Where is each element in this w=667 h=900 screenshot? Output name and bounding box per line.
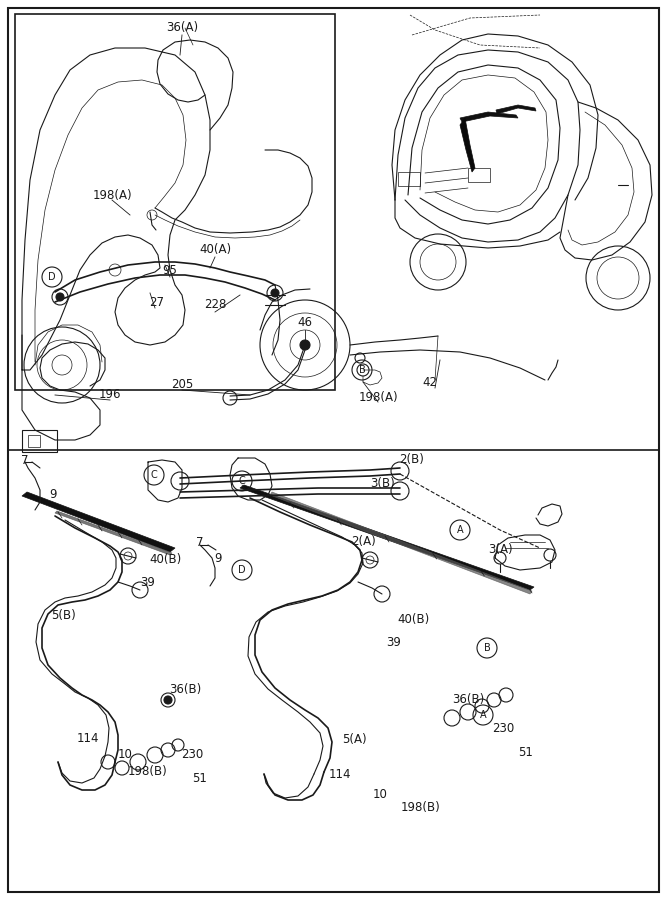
Bar — [22, 430, 57, 452]
Text: A: A — [457, 525, 464, 535]
Text: D: D — [48, 272, 56, 282]
Text: A: A — [480, 710, 486, 720]
Text: 196: 196 — [99, 389, 121, 401]
Text: 10: 10 — [373, 788, 388, 802]
Bar — [28, 435, 40, 447]
Text: 36(B): 36(B) — [452, 694, 484, 706]
Polygon shape — [270, 492, 532, 594]
Text: 5(A): 5(A) — [342, 734, 366, 746]
Bar — [398, 172, 420, 186]
Text: 27: 27 — [149, 295, 165, 309]
Text: 198(A): 198(A) — [92, 188, 132, 202]
Text: C: C — [239, 476, 245, 486]
Text: B: B — [484, 643, 490, 653]
Text: 10: 10 — [117, 749, 133, 761]
Text: 7: 7 — [196, 536, 203, 550]
Text: 9: 9 — [214, 552, 221, 564]
Text: 205: 205 — [171, 379, 193, 392]
Polygon shape — [460, 112, 518, 122]
Text: 3(A): 3(A) — [488, 544, 512, 556]
Text: C: C — [151, 470, 157, 480]
Text: 36(A): 36(A) — [166, 22, 198, 34]
Circle shape — [164, 696, 172, 704]
Text: 39: 39 — [141, 575, 155, 589]
Bar — [15, 14, 335, 390]
Text: 7: 7 — [21, 454, 29, 466]
Polygon shape — [460, 118, 475, 172]
Text: 198(B): 198(B) — [128, 766, 168, 778]
Text: 114: 114 — [329, 769, 352, 781]
Text: 114: 114 — [77, 732, 99, 744]
Text: 51: 51 — [518, 745, 534, 759]
Text: 3(B): 3(B) — [371, 478, 396, 491]
Text: 5(B): 5(B) — [51, 608, 75, 622]
Circle shape — [56, 293, 64, 301]
Polygon shape — [55, 511, 172, 555]
Text: 51: 51 — [193, 771, 207, 785]
Text: D: D — [238, 565, 246, 575]
Text: 40(B): 40(B) — [397, 614, 429, 626]
Text: 2(B): 2(B) — [400, 454, 424, 466]
Text: 39: 39 — [387, 636, 402, 650]
Text: 198(B): 198(B) — [401, 802, 441, 814]
Polygon shape — [22, 492, 175, 552]
Text: 42: 42 — [422, 375, 438, 389]
Polygon shape — [240, 485, 534, 590]
Text: B: B — [359, 365, 366, 375]
Text: 36(B): 36(B) — [169, 683, 201, 697]
Bar — [468, 168, 490, 182]
Text: 9: 9 — [49, 489, 57, 501]
Text: 95: 95 — [163, 264, 177, 276]
Polygon shape — [496, 105, 536, 114]
Text: 198(A): 198(A) — [358, 392, 398, 404]
Text: 2(A): 2(A) — [352, 536, 376, 548]
Circle shape — [271, 289, 279, 297]
Text: 40(A): 40(A) — [199, 244, 231, 256]
Text: 230: 230 — [492, 722, 514, 734]
Circle shape — [300, 340, 310, 350]
Text: 228: 228 — [204, 299, 226, 311]
Text: 46: 46 — [297, 317, 313, 329]
Text: 40(B): 40(B) — [149, 554, 181, 566]
Text: 230: 230 — [181, 749, 203, 761]
